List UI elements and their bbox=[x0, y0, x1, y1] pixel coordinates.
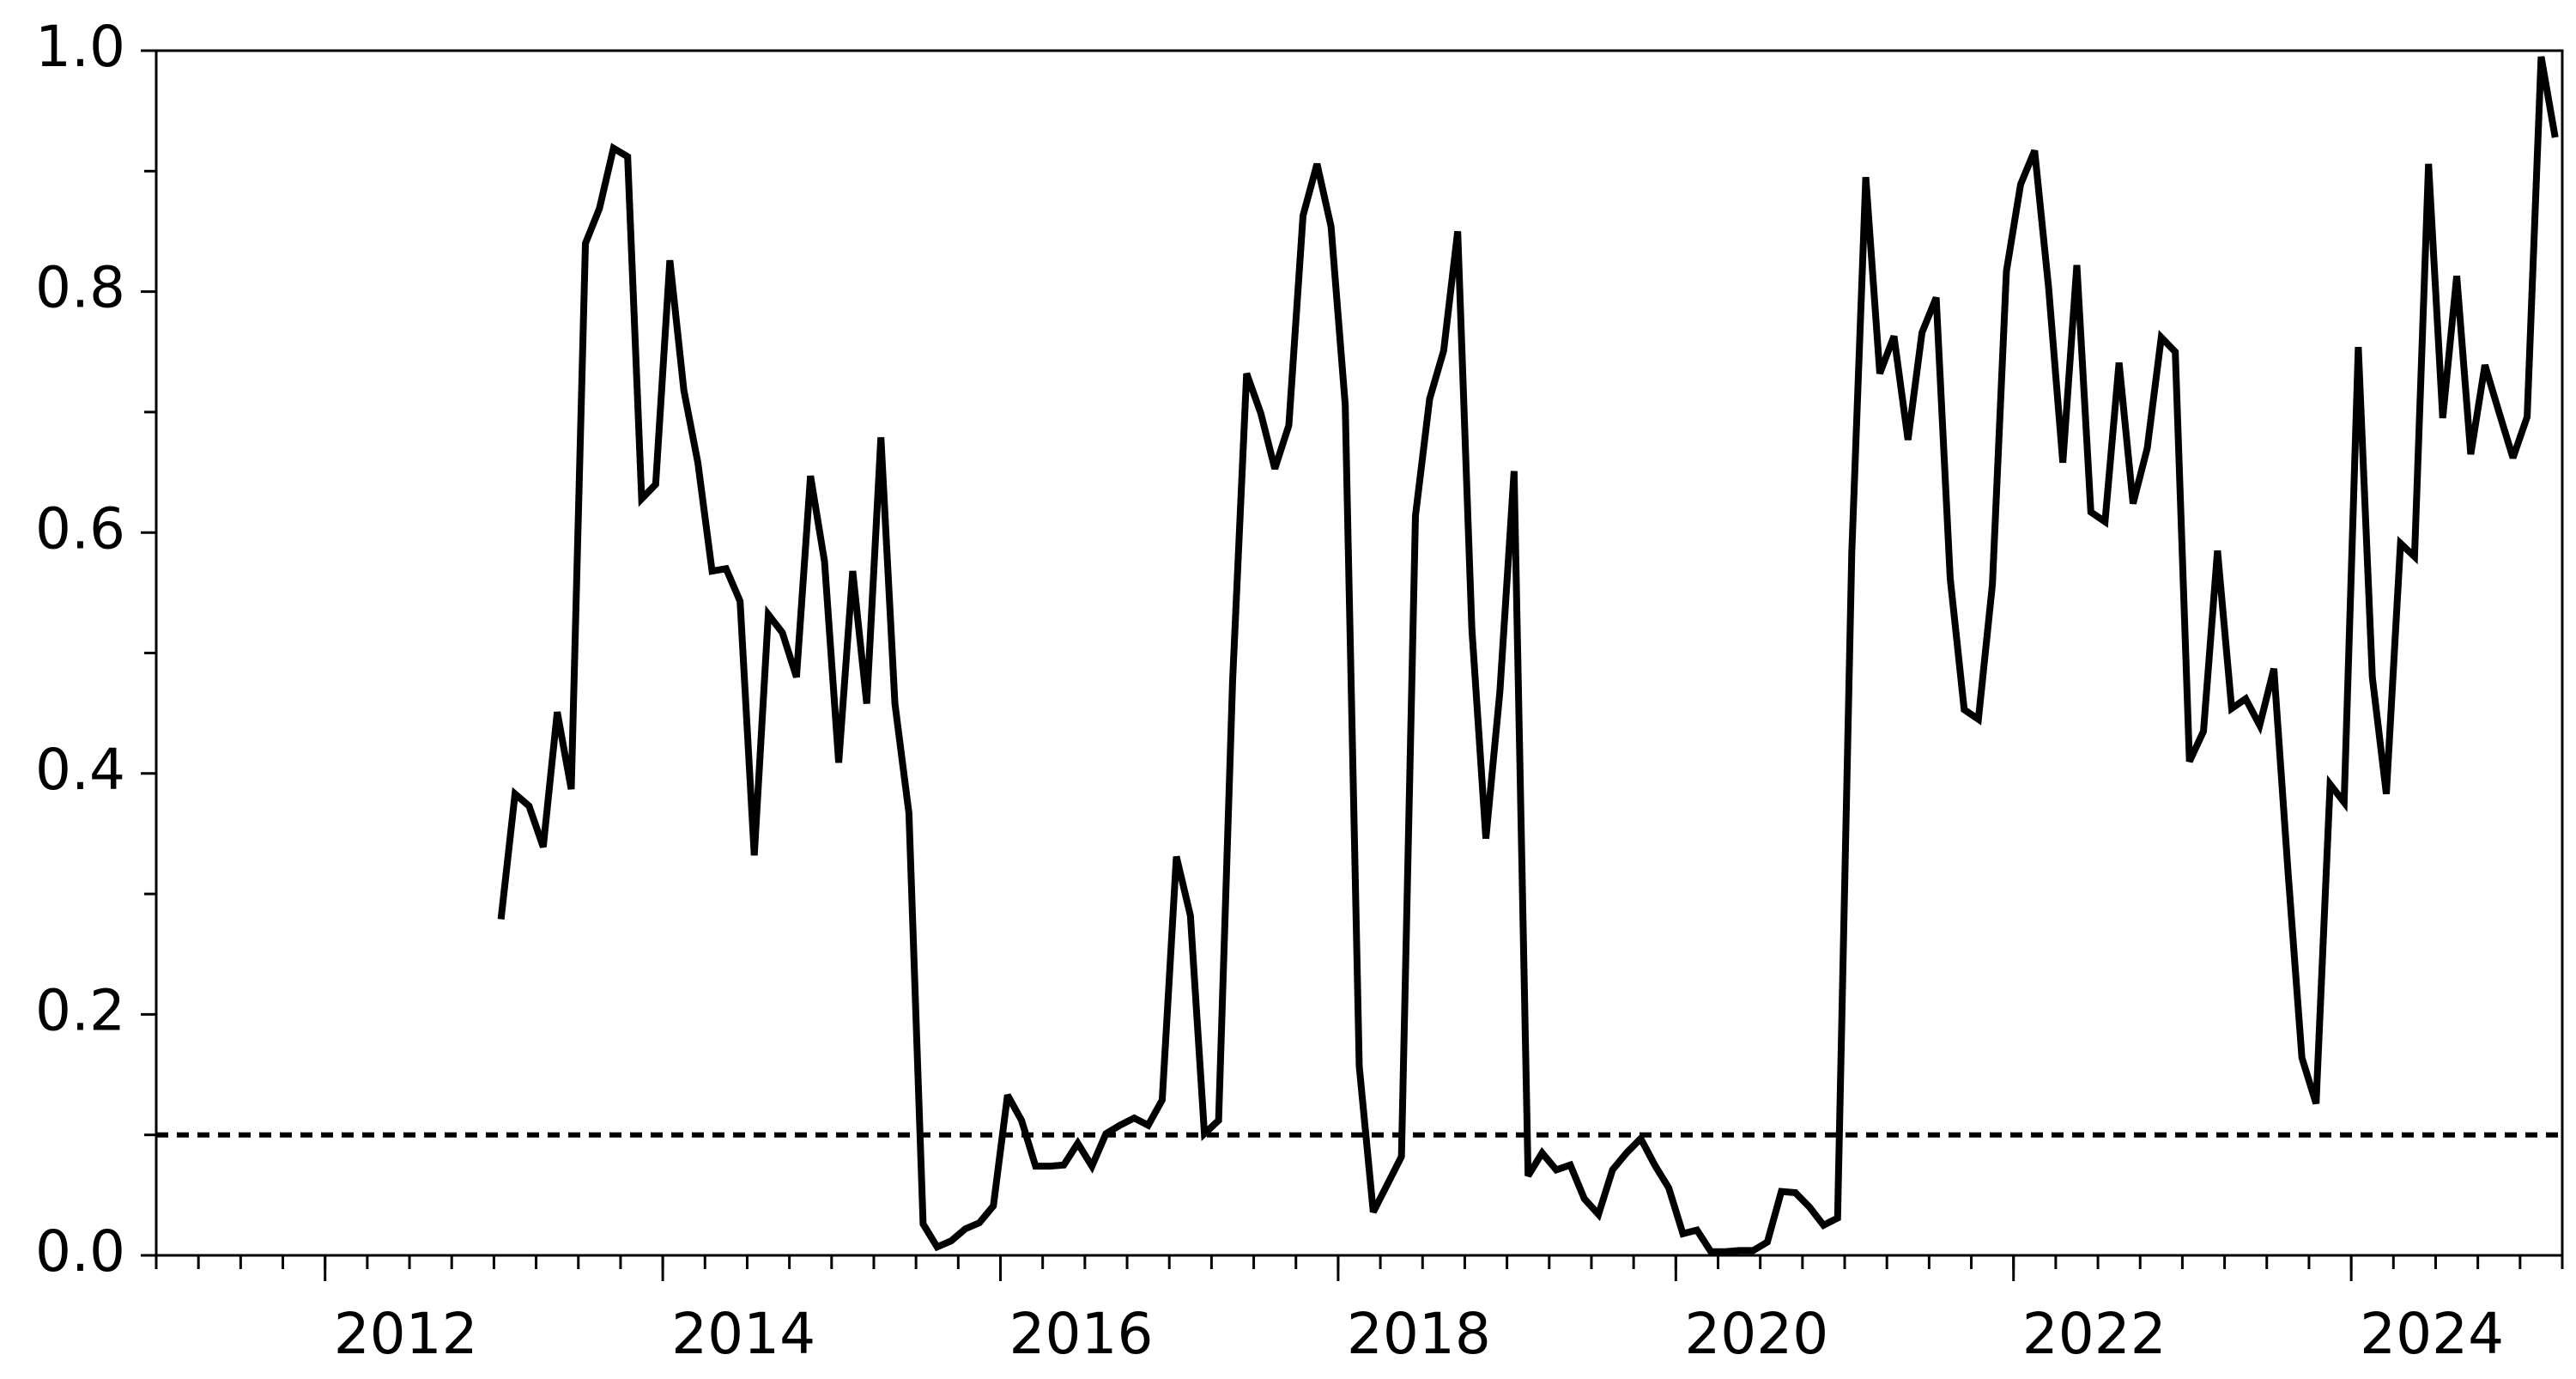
y-tick-label: 0.8 bbox=[35, 255, 125, 321]
y-tick-label: 0.4 bbox=[35, 737, 125, 803]
x-tick-label: 2012 bbox=[334, 1301, 478, 1367]
x-tick-label: 2016 bbox=[1009, 1301, 1154, 1367]
x-tick-label: 2018 bbox=[1347, 1301, 1491, 1367]
x-tick-label: 2022 bbox=[2022, 1301, 2167, 1367]
data-line bbox=[497, 56, 2559, 1255]
x-tick-label: 2024 bbox=[2360, 1301, 2504, 1367]
y-tick-label: 0.6 bbox=[35, 495, 125, 562]
y-tick-label: 1.0 bbox=[35, 14, 125, 80]
x-tick-label: 2014 bbox=[671, 1301, 815, 1367]
y-tick-label: 0.2 bbox=[35, 977, 125, 1043]
y-tick-label: 0.0 bbox=[35, 1218, 125, 1285]
x-tick-label: 2020 bbox=[1684, 1301, 1828, 1367]
